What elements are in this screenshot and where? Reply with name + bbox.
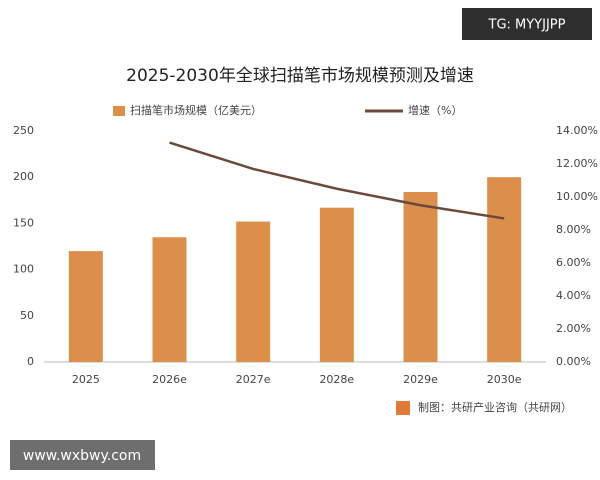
y2-tick-label: 2.00% (556, 322, 591, 335)
x-tick-label: 2028e (319, 373, 354, 386)
y2-tick-label: 12.00% (556, 157, 598, 170)
legend-swatch (113, 106, 125, 116)
x-tick-label: 2029e (403, 373, 438, 386)
y2-tick-label: 8.00% (556, 223, 591, 236)
y2-tick-label: 6.00% (556, 256, 591, 269)
y2-tick-label: 14.00% (556, 124, 598, 137)
site: www.wxbwy.com (23, 448, 141, 464)
bar (68, 251, 103, 362)
bar (319, 207, 354, 362)
x-tick-label: 2030e (487, 373, 522, 386)
line (169, 141, 505, 220)
x-tick-label: 2025 (72, 373, 100, 386)
bar (487, 177, 522, 362)
y-tick-label: 150 (13, 216, 34, 229)
tag: TG: MYYJJPP (488, 18, 566, 33)
y2-tick-label: 10.00% (556, 190, 598, 203)
y-tick-label: 50 (20, 309, 34, 322)
chart-title: 2025-2030年全球扫描笔市场规模预测及增速 (126, 66, 474, 86)
y2-tick-label: 0.00% (556, 355, 591, 368)
x-tick-label: 2027e (236, 373, 271, 386)
y2-tick-label: 4.00% (556, 289, 591, 302)
legend-label: 增速（%） (408, 103, 462, 117)
source-logo (396, 401, 410, 415)
y-tick-label: 250 (13, 124, 34, 137)
bar (403, 191, 438, 362)
tag-box (462, 8, 592, 40)
site-box (10, 440, 155, 470)
y-tick-label: 0 (27, 355, 34, 368)
bar (236, 221, 271, 362)
y-tick-label: 100 (13, 263, 34, 276)
source: 制图：共研产业咨询（共研网） (418, 400, 572, 414)
x-tick-label: 2026e (152, 373, 187, 386)
y-tick-label: 200 (13, 170, 34, 183)
legend-label: 扫描笔市场规模（亿美元） (130, 103, 262, 117)
bar (152, 237, 187, 362)
